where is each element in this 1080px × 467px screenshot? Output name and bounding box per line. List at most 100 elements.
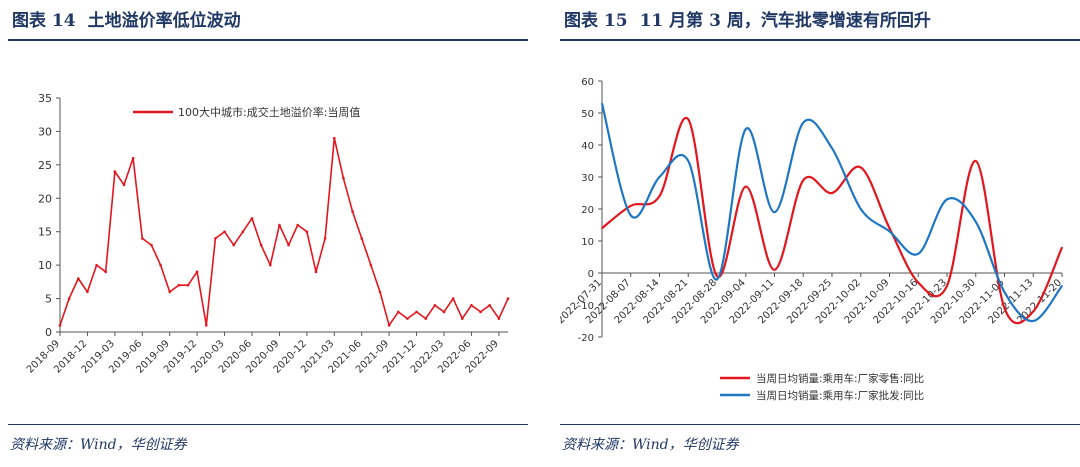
left-y-tick-label: 5 bbox=[45, 293, 52, 306]
right-wholesale-point bbox=[974, 221, 977, 223]
right-y-tick-label: 60 bbox=[581, 77, 594, 88]
right-wholesale-point bbox=[744, 128, 747, 130]
right-wholesale-point bbox=[658, 176, 661, 178]
right-y-tick-label: 30 bbox=[581, 173, 594, 184]
left-data-point bbox=[58, 324, 62, 327]
left-data-point bbox=[470, 303, 473, 307]
left-y-tick-label: 30 bbox=[38, 125, 52, 138]
right-retail-point bbox=[1003, 307, 1006, 310]
left-data-point bbox=[369, 263, 373, 267]
right-figure-caption: 11 月第 3 周，汽车批零增速有所回升 bbox=[639, 11, 931, 31]
right-figure-title: 图表 15 11 月第 3 周，汽车批零增速有所回升 bbox=[564, 6, 943, 31]
right-retail-point bbox=[946, 285, 948, 287]
left-data-point bbox=[396, 310, 400, 314]
right-retail-point bbox=[917, 281, 920, 284]
left-data-point bbox=[433, 303, 437, 307]
left-data-point bbox=[140, 237, 144, 240]
left-data-point bbox=[451, 297, 455, 300]
left-data-point bbox=[95, 263, 98, 267]
right-wholesale-point bbox=[859, 208, 862, 210]
left-data-point bbox=[268, 263, 272, 267]
left-y-tick-label: 35 bbox=[38, 92, 52, 105]
left-source-rule bbox=[8, 424, 528, 425]
left-data-point bbox=[131, 156, 135, 160]
right-source-rule bbox=[560, 424, 1080, 425]
left-data-point bbox=[159, 263, 162, 267]
left-data-point bbox=[76, 277, 80, 280]
right-wholesale-point bbox=[917, 253, 920, 255]
left-data-point bbox=[214, 237, 217, 240]
car-sales-chart: -20-1001020304050602022-07-312022-08-072… bbox=[560, 77, 1064, 402]
right-retail-point bbox=[601, 227, 603, 229]
left-data-point bbox=[122, 183, 126, 187]
left-data-point bbox=[342, 176, 345, 180]
left-data-point bbox=[406, 317, 409, 320]
right-retail-point bbox=[859, 166, 862, 169]
left-data-point bbox=[67, 297, 71, 300]
right-wholesale-point bbox=[629, 214, 632, 217]
right-wholesale-point bbox=[1032, 320, 1035, 322]
left-data-point bbox=[332, 136, 336, 140]
left-data-point bbox=[86, 290, 89, 294]
land-premium-chart: 051015202530352018-092018-122019-032019-… bbox=[25, 92, 510, 376]
left-y-tick-label: 15 bbox=[38, 226, 52, 239]
left-title-rule bbox=[8, 39, 528, 41]
right-wholesale-point bbox=[601, 102, 603, 105]
right-wholesale-point bbox=[1003, 291, 1006, 294]
left-data-point bbox=[506, 297, 510, 300]
right-y-tick-label: -20 bbox=[578, 333, 594, 344]
left-data-point bbox=[378, 290, 382, 294]
left-figure-caption: 土地溢价率低位波动 bbox=[87, 11, 241, 31]
left-y-tick-label: 10 bbox=[38, 259, 52, 272]
left-data-point bbox=[250, 217, 254, 220]
right-figure-label: 图表 15 bbox=[564, 11, 628, 31]
left-figure-title: 图表 14 土地溢价率低位波动 bbox=[12, 6, 253, 31]
left-data-point bbox=[296, 223, 300, 227]
left-figure-panel: 图表 14 土地溢价率低位波动 0 5 10 15 20 25 30 35 2018-09 2018… bbox=[8, 0, 528, 467]
left-data-point bbox=[460, 317, 464, 320]
left-data-point bbox=[305, 230, 309, 234]
right-figure-panel: 图表 15 11 月第 3 周，汽车批零增速有所回升 -20 -10 0 10 20 30 4… bbox=[560, 0, 1080, 467]
right-wholesale-point bbox=[802, 121, 805, 124]
left-data-point bbox=[278, 223, 281, 227]
right-retail-point bbox=[1032, 310, 1035, 313]
right-retail-point bbox=[687, 118, 690, 121]
left-data-point bbox=[195, 270, 199, 274]
left-data-point bbox=[232, 243, 236, 247]
right-y-tick-label: 0 bbox=[588, 269, 594, 280]
left-y-tick-label: 20 bbox=[38, 192, 52, 205]
left-data-point bbox=[351, 210, 354, 213]
right-y-tick-label: 50 bbox=[581, 109, 594, 120]
right-y-tick-label: 10 bbox=[581, 237, 594, 248]
left-data-point bbox=[168, 290, 172, 294]
left-data-point bbox=[177, 283, 181, 287]
left-data-point bbox=[150, 243, 153, 247]
right-retail-point bbox=[888, 227, 891, 229]
right-retail-point bbox=[1061, 246, 1063, 249]
right-retail-point bbox=[629, 205, 632, 207]
right-y-tick-label: -10 bbox=[578, 301, 594, 312]
left-data-point bbox=[387, 324, 391, 327]
left-data-point bbox=[287, 243, 290, 247]
left-data-point bbox=[360, 237, 364, 240]
right-series-retail-line bbox=[601, 116, 1064, 325]
left-y-tick-label: 25 bbox=[38, 159, 52, 172]
left-data-point bbox=[113, 170, 117, 173]
right-retail-point bbox=[831, 192, 833, 194]
left-legend-label: 100大中城市:成交土地溢价率:当周值 bbox=[178, 105, 360, 119]
left-data-point bbox=[204, 324, 208, 327]
right-wholesale-point bbox=[831, 147, 833, 149]
left-source-note: 资料来源：Wind，华创证券 bbox=[10, 437, 187, 453]
right-legend-retail-label: 当周日均销量:乘用车:厂家零售:同比 bbox=[756, 372, 924, 385]
right-wholesale-point bbox=[773, 211, 776, 213]
right-retail-point bbox=[744, 185, 747, 188]
right-retail-point bbox=[974, 160, 977, 162]
left-series-line bbox=[59, 137, 509, 327]
left-data-point bbox=[104, 270, 108, 274]
right-source-note: 资料来源：Wind，华创证券 bbox=[562, 437, 739, 453]
right-legend-wholesale-label: 当周日均销量:乘用车:厂家批发:同比 bbox=[756, 389, 924, 402]
left-data-point bbox=[488, 303, 492, 307]
right-wholesale-point bbox=[888, 230, 891, 233]
right-y-tick-label: 40 bbox=[581, 141, 594, 152]
left-figure-label: 图表 14 bbox=[12, 11, 76, 31]
